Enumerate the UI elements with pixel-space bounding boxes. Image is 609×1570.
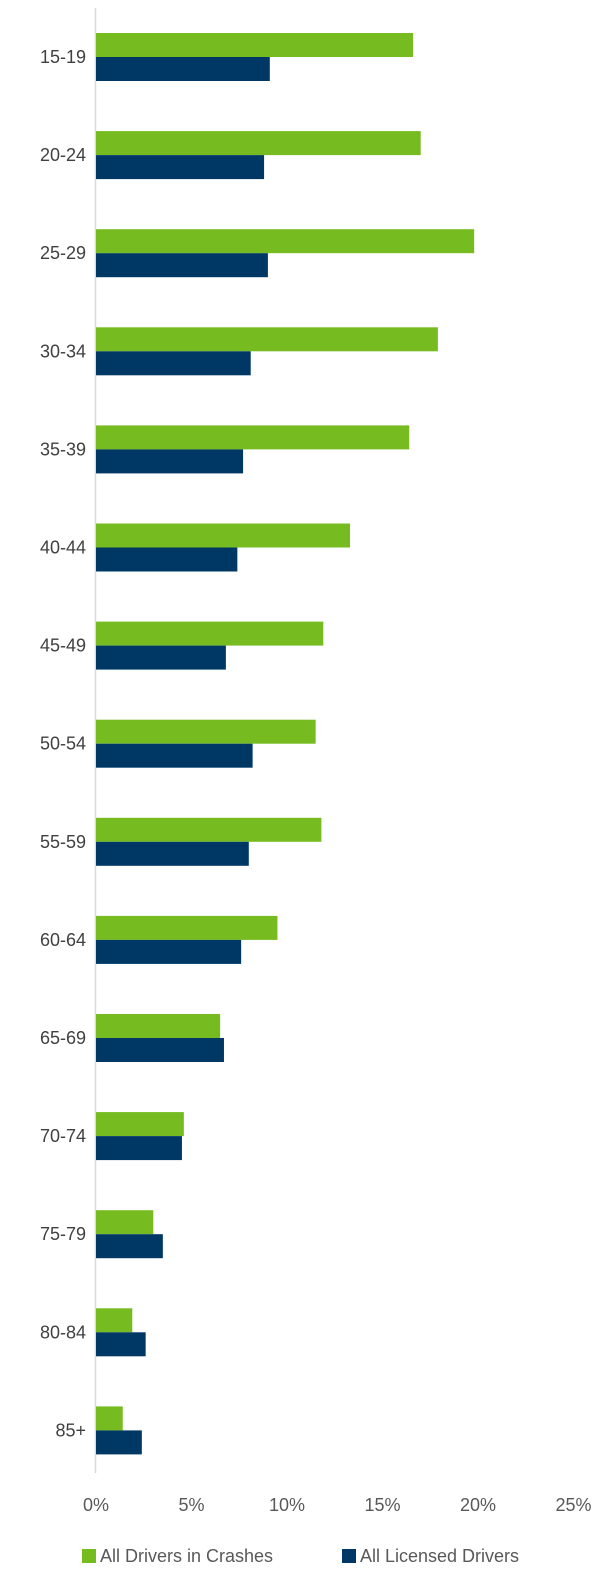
x-tick-label: 10%	[269, 1495, 305, 1515]
bar-licensed-65-69	[96, 1038, 224, 1062]
bar-crashes-35-39	[96, 425, 410, 450]
x-tick-label: 20%	[460, 1495, 496, 1515]
bar-licensed-45-49	[96, 645, 226, 670]
category-label: 65-69	[40, 1028, 86, 1048]
category-label: 35-39	[40, 439, 86, 459]
bar-licensed-70-74	[96, 1136, 182, 1161]
category-labels: 15-19 20-24 25-29 30-34 35-39 40-44 45-49 50-54…	[40, 47, 86, 1440]
x-tick-label: 25%	[555, 1495, 591, 1515]
category-label: 75-79	[40, 1224, 86, 1244]
bar-licensed-40-44	[96, 547, 238, 572]
legend-swatch	[342, 1549, 356, 1563]
bar-licensed-50-54	[96, 743, 253, 768]
bar-crashes-65-69	[96, 1014, 221, 1038]
category-label: 55-59	[40, 832, 86, 852]
bar-licensed-20-24	[96, 155, 265, 180]
category-label: 70-74	[40, 1126, 86, 1146]
category-label: 30-34	[40, 341, 86, 361]
bar-licensed-30-34	[96, 351, 251, 376]
bar-licensed-85+	[96, 1430, 142, 1455]
bar-licensed-55-59	[96, 841, 249, 866]
bar-crashes-30-34	[96, 327, 438, 352]
bar-crashes-85+	[96, 1406, 123, 1431]
bar-licensed-60-64	[96, 939, 242, 964]
category-label: 85+	[55, 1420, 86, 1440]
x-tick-label: 0%	[83, 1495, 109, 1515]
legend-swatch	[82, 1549, 96, 1563]
category-label: 40-44	[40, 538, 86, 558]
x-tick-label: 5%	[178, 1495, 204, 1515]
category-label: 45-49	[40, 636, 86, 656]
bar-crashes-20-24	[96, 131, 421, 156]
bar-licensed-15-19	[96, 57, 270, 81]
bar-crashes-50-54	[96, 719, 316, 744]
category-label: 60-64	[40, 930, 86, 950]
legend-label: All Licensed Drivers	[360, 1546, 519, 1565]
bar-crashes-40-44	[96, 523, 351, 548]
category-label: 50-54	[40, 734, 86, 754]
bar-licensed-35-39	[96, 449, 244, 474]
legend: All Drivers in Crashes All Licensed Drive…	[82, 1546, 519, 1566]
bar-crashes-55-59	[96, 817, 322, 842]
bar-crashes-15-19	[96, 33, 414, 57]
bar-crashes-45-49	[96, 621, 324, 646]
legend-label: All Drivers in Crashes	[100, 1546, 273, 1565]
x-tick-labels: 0% 5% 10% 15% 20% 25%	[83, 1495, 592, 1515]
bar-crashes-80-84	[96, 1308, 133, 1333]
category-label: 80-84	[40, 1322, 86, 1342]
bar-licensed-80-84	[96, 1332, 146, 1357]
bar-crashes-25-29	[96, 229, 475, 254]
bar-licensed-25-29	[96, 253, 268, 278]
bars-group	[96, 33, 475, 1455]
category-label: 15-19	[40, 47, 86, 67]
x-tick-label: 15%	[364, 1495, 400, 1515]
bar-crashes-75-79	[96, 1210, 154, 1235]
bar-licensed-75-79	[96, 1234, 163, 1259]
bar-crashes-60-64	[96, 915, 278, 940]
category-label: 25-29	[40, 243, 86, 263]
bar-crashes-70-74	[96, 1112, 184, 1137]
category-label: 20-24	[40, 145, 86, 165]
